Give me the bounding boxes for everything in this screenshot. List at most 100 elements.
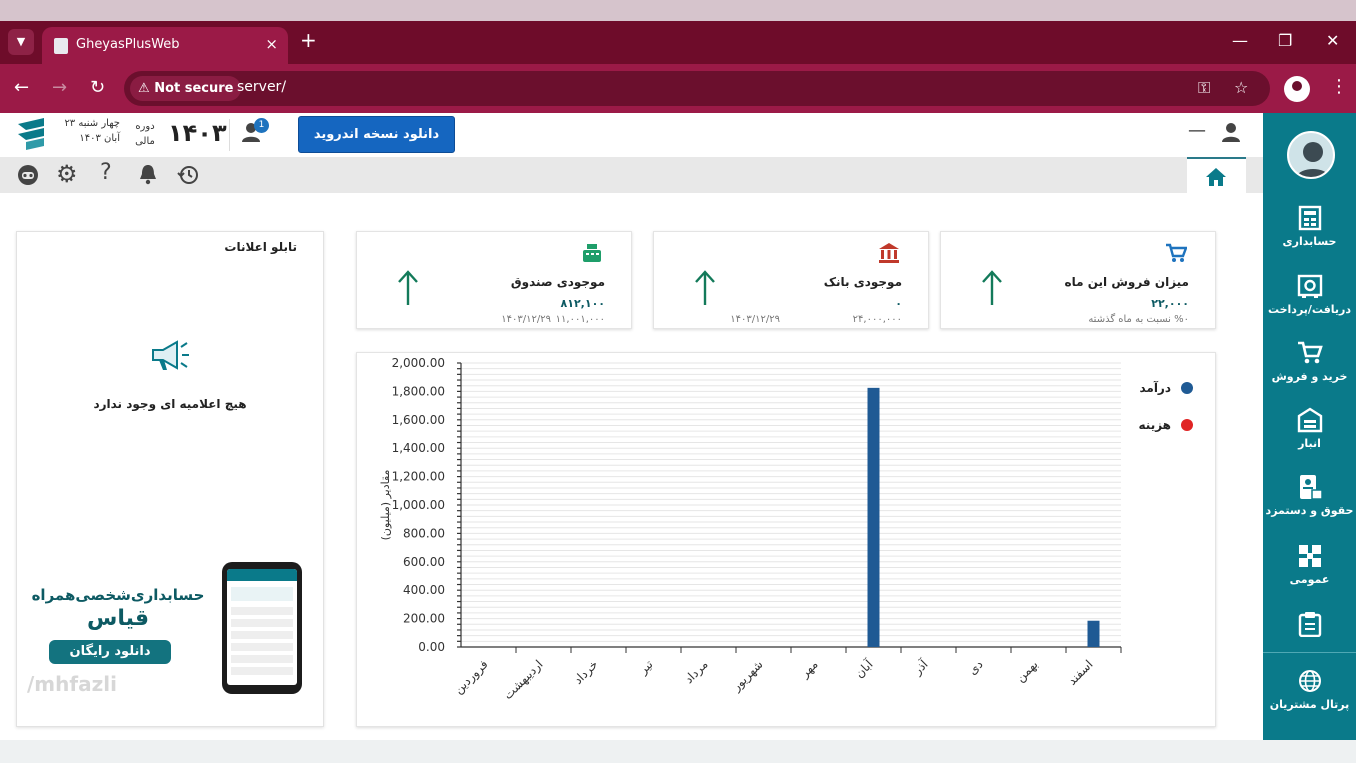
- cash-register-icon: [583, 244, 601, 262]
- browser-tabbar: ▼ GheyasPlusWeb × + — ❐ ✕: [0, 21, 1356, 64]
- y-tick-label: 1,200.00: [392, 470, 445, 484]
- cart-icon: [1297, 341, 1323, 364]
- chart-canvas: 0.00 200.00 400.00 600.00 800.00 1,000.00 1,20…: [379, 356, 1122, 703]
- x-tick-label: مهر: [797, 657, 821, 681]
- help-icon[interactable]: ?: [100, 160, 112, 185]
- fiscal-year[interactable]: ۱۴۰۳: [168, 119, 227, 147]
- avatar[interactable]: [1287, 131, 1335, 179]
- card-monthly-sales[interactable]: میزان فروش این ماه ۲۲,۰۰۰ %۰ نسبت به ماه…: [940, 231, 1216, 329]
- sidebar-item-general[interactable]: عمومی: [1263, 543, 1356, 586]
- date-month: آبان ۱۴۰۳: [79, 133, 120, 144]
- url-text[interactable]: server/: [237, 79, 287, 95]
- download-android-button[interactable]: دانلود نسخه اندروید: [298, 116, 455, 153]
- legend-expense-dot: [1181, 419, 1193, 431]
- bot-icon[interactable]: [16, 163, 40, 187]
- address-bar: ← → ↻ ⚠ Not secure server/ ⚿ ☆ ⋮: [0, 64, 1356, 113]
- desktop-strip: [0, 0, 1356, 21]
- security-label: Not secure: [154, 81, 234, 96]
- x-tick-label: فروردین: [451, 657, 491, 697]
- sidebar-item-label: حقوق و دستمزد: [1265, 504, 1354, 517]
- card-title: میزان فروش این ماه: [1064, 275, 1189, 289]
- sidebar-item-accounting[interactable]: حسابداری: [1263, 205, 1356, 248]
- star-icon[interactable]: ☆: [1234, 78, 1249, 97]
- key-icon[interactable]: ⚿: [1198, 78, 1211, 97]
- reload-icon[interactable]: ↻: [90, 77, 106, 98]
- phone-screen: [227, 569, 297, 685]
- header-divider: [229, 119, 230, 151]
- safe-icon: [1297, 274, 1322, 298]
- sidebar-item-warehouse[interactable]: انبار: [1263, 407, 1356, 450]
- notice-board: تابلو اعلانات هیچ اعلامیه ای وجود ندارد …: [16, 231, 324, 727]
- collapse-icon[interactable]: —: [1188, 120, 1206, 141]
- sidebar-item-customer-portal[interactable]: پرتال مشتریان: [1263, 668, 1356, 711]
- x-tick-label: مرداد: [682, 657, 712, 687]
- menu-icon[interactable]: ⋮: [1330, 76, 1348, 97]
- bar-income: [867, 387, 880, 647]
- y-tick-label: 800.00: [403, 526, 445, 540]
- card-cash-balance[interactable]: موجودی صندوق ۸۱۲,۱۰۰ ۱۱,۰۰۱,۰۰۰ ۱۴۰۳/۱۲/…: [356, 231, 632, 329]
- legend-income-dot: [1181, 382, 1193, 394]
- new-tab-button[interactable]: +: [300, 28, 317, 52]
- bar-income: [1087, 620, 1100, 647]
- y-tick-label: 200.00: [403, 612, 445, 626]
- page-icon: [54, 38, 68, 54]
- x-tick-label: آبان: [851, 656, 876, 681]
- tab-home[interactable]: [1187, 157, 1246, 193]
- card-sub-date: ۱۴۰۳/۱۲/۲۹: [501, 314, 551, 325]
- bell-icon[interactable]: [138, 163, 158, 185]
- card-value: ۸۱۲,۱۰۰: [560, 297, 605, 310]
- sidebar-item-payroll[interactable]: حقوق و دستمزد: [1263, 474, 1356, 517]
- security-chip[interactable]: ⚠ Not secure: [130, 76, 242, 101]
- tab-close-icon[interactable]: ×: [265, 35, 278, 53]
- user-count-badge: 1: [254, 118, 269, 133]
- y-tick-label: 1,400.00: [392, 441, 445, 455]
- x-tick-label: اردیبهشت: [501, 657, 547, 703]
- card-bank-balance[interactable]: موجودی بانک ۰ ۲۴,۰۰۰,۰۰۰ ۱۴۰۳/۱۲/۲۹: [653, 231, 929, 329]
- profile-icon[interactable]: [1284, 76, 1310, 102]
- notice-board-title: تابلو اعلانات: [224, 240, 297, 254]
- gear-icon[interactable]: ⚙: [56, 160, 78, 188]
- sidebar-item-label: دریافت/پرداخت: [1267, 303, 1352, 316]
- forward-icon[interactable]: →: [52, 77, 68, 98]
- history-icon[interactable]: [176, 163, 200, 187]
- card-comparison: %۰ نسبت به ماه گذشته: [1088, 314, 1189, 325]
- card-sub-amount: ۲۴,۰۰۰,۰۰۰: [852, 314, 902, 325]
- y-tick-label: 0.00: [418, 640, 445, 654]
- restore-button[interactable]: ❐: [1278, 31, 1293, 50]
- users-icon[interactable]: [240, 121, 262, 143]
- sidebar-item-receipts-payments[interactable]: دریافت/پرداخت: [1263, 273, 1356, 316]
- x-tick-label: شهریور: [728, 657, 766, 695]
- arrow-up-icon: [398, 270, 418, 305]
- cart-icon: [1166, 243, 1187, 262]
- warning-icon: ⚠: [138, 81, 150, 96]
- y-tick-label: 600.00: [403, 555, 445, 569]
- legend-expense[interactable]: هزینه: [1139, 418, 1171, 432]
- date-weekday: چهار شنبه ۲۳: [64, 118, 120, 129]
- legend-expense-label: هزینه: [1138, 418, 1171, 432]
- sidebar-item-reports[interactable]: [1263, 611, 1356, 641]
- card-sub-date: ۱۴۰۳/۱۲/۲۹: [730, 314, 780, 325]
- free-download-button[interactable]: دانلود رایگان: [49, 640, 171, 664]
- minimize-button[interactable]: —: [1232, 31, 1248, 50]
- legend-income[interactable]: درآمد: [1139, 381, 1171, 395]
- y-tick-label: 1,000.00: [392, 498, 445, 512]
- y-tick-label: 1,600.00: [392, 413, 445, 427]
- tab-search-button[interactable]: ▼: [8, 29, 34, 55]
- ad-tagline: حسابداری‌شخصی‌همراه: [31, 586, 205, 604]
- window-bottom: [0, 740, 1356, 763]
- tab-title: GheyasPlusWeb: [76, 37, 180, 52]
- arrow-up-icon: [695, 270, 715, 305]
- x-tick-label: اسفند: [1065, 657, 1096, 688]
- omnibox[interactable]: ⚠ Not secure server/ ⚿ ☆: [124, 71, 1270, 106]
- back-icon[interactable]: ←: [14, 77, 30, 98]
- ad-brand: قیاس: [86, 606, 149, 631]
- card-value: ۰: [895, 297, 902, 310]
- app-logo: [18, 118, 44, 150]
- close-window-button[interactable]: ✕: [1326, 31, 1340, 50]
- grid-icon: [1298, 545, 1321, 567]
- browser-tab[interactable]: GheyasPlusWeb ×: [42, 27, 288, 64]
- legend-income-label: درآمد: [1139, 381, 1171, 395]
- sidebar-item-buy-sell[interactable]: خرید و فروش: [1263, 340, 1356, 383]
- user-account-icon[interactable]: [1220, 121, 1242, 143]
- warehouse-icon: [1297, 407, 1322, 433]
